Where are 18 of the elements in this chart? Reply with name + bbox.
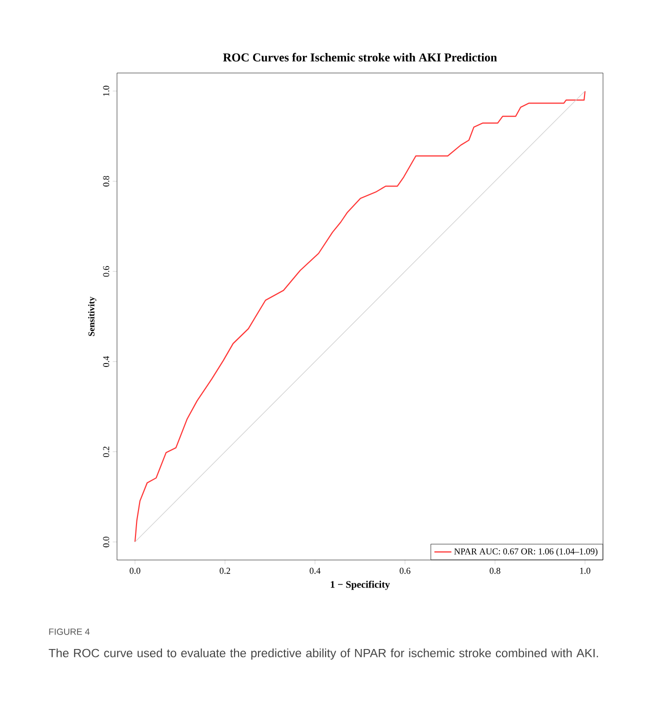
- y-tick-label: 1.0: [103, 86, 110, 96]
- text: The ROC curve used to evaluate the predictive ability of NPAR for ischemic stroke combined with AKI.: [48, 648, 598, 660]
- x-tick-label: 1.0: [580, 568, 590, 574]
- x-tick-label: 0.8: [490, 568, 500, 574]
- x-tick-label: 0.2: [220, 568, 230, 574]
- y-tick-label: 0.8: [103, 176, 110, 186]
- y-axis-title: Sensitivity: [88, 296, 96, 336]
- x-tick-label: 0.0: [130, 568, 140, 574]
- y-tick-label: 0.4: [103, 356, 110, 367]
- chart-title: ROC Curves for Ischemic stroke with AKI Prediction: [223, 52, 497, 62]
- x-tick-label: 0.6: [400, 568, 410, 574]
- y-tick-label: 0.0: [103, 536, 110, 548]
- x-axis-title: 1 − Specificity: [330, 580, 390, 590]
- legend-label: NPAR AUC: 0.67 OR: 1.06 (1.04–1.09): [454, 548, 598, 556]
- y-tick-label: 0.6: [103, 266, 110, 277]
- x-tick-label: 0.4: [310, 568, 320, 574]
- y-tick-label: 0.2: [103, 446, 110, 458]
- caption: FIGURE 4: [49, 628, 90, 635]
